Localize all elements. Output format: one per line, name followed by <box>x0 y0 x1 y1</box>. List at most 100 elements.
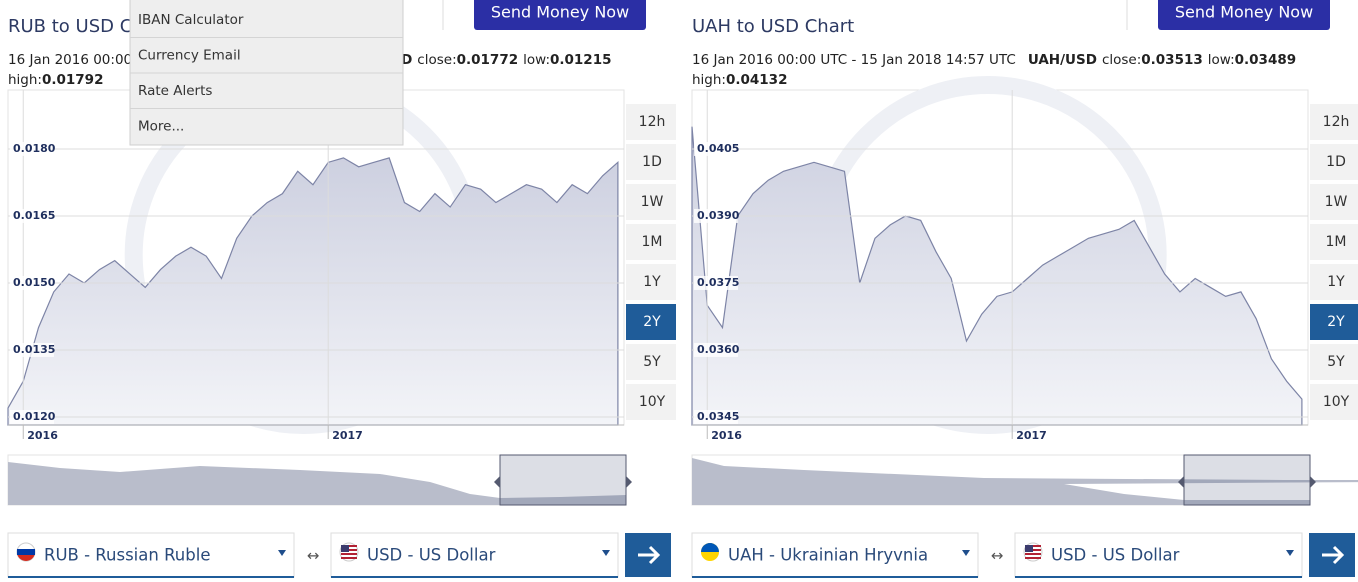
range-button[interactable]: 12h <box>626 104 676 140</box>
navigator-handle[interactable] <box>1310 476 1316 488</box>
button-bg <box>626 224 676 260</box>
button-label: 5Y <box>1327 354 1345 370</box>
tick-label-bg <box>10 141 54 156</box>
flag <box>1025 553 1041 555</box>
button-bg <box>626 144 676 180</box>
tick-label-bg <box>10 208 54 223</box>
swap-icon[interactable]: ↔ <box>991 547 1004 565</box>
currency-select[interactable]: USD - US Dollar <box>1014 532 1303 578</box>
range-button[interactable]: 12h <box>1310 104 1358 140</box>
x-tick-label: 2017 <box>1016 429 1047 442</box>
menu-item[interactable]: IBAN Calculator <box>138 12 244 28</box>
select-label: RUB - Russian Ruble <box>44 546 210 565</box>
rate-info: high:0.01792 <box>8 72 103 88</box>
range-button[interactable]: 10Y <box>626 384 676 420</box>
button-bg <box>626 384 676 420</box>
range-button[interactable]: 1W <box>1310 184 1358 220</box>
range-button[interactable]: 1Y <box>626 264 676 300</box>
navigator-window[interactable] <box>499 454 627 506</box>
button-label: 12h <box>1323 114 1350 130</box>
tick-label-bg <box>694 409 738 424</box>
button-bg <box>626 344 676 380</box>
button-label: 1W <box>641 194 664 210</box>
low-label: low: <box>1208 52 1235 68</box>
dropdown-caret <box>602 550 610 556</box>
flag <box>17 549 35 555</box>
range-button[interactable]: 2Y <box>626 304 676 340</box>
send-money-button[interactable]: Send Money Now <box>1158 0 1330 30</box>
rate-info: high:0.04132 <box>692 72 787 88</box>
button-label: 10Y <box>1323 394 1350 410</box>
currency-select[interactable]: RUB - Russian Ruble <box>7 532 295 578</box>
button-bg <box>1310 384 1358 420</box>
flag <box>341 553 357 555</box>
dropdown-caret <box>962 550 970 556</box>
tick-label-bg <box>10 342 54 357</box>
convert-button[interactable] <box>1309 533 1355 577</box>
convert-button[interactable] <box>625 533 671 577</box>
button-bg <box>1310 104 1358 140</box>
y-tick-label: 0.0375 <box>697 276 739 289</box>
button-label: 5Y <box>643 354 661 370</box>
select-bg <box>1014 532 1303 578</box>
button-bg <box>626 264 676 300</box>
button-label: 10Y <box>639 394 666 410</box>
button-bg <box>626 304 676 340</box>
range-button[interactable]: 5Y <box>626 344 676 380</box>
tick-label-bg <box>10 275 54 290</box>
x-tick-label: 2016 <box>27 429 58 442</box>
select-label: USD - US Dollar <box>367 546 496 565</box>
menu-item[interactable]: Currency Email <box>138 48 241 64</box>
select-label: UAH - Ukrainian Hryvnia <box>728 546 928 565</box>
range-button[interactable]: 1W <box>626 184 676 220</box>
button-bg <box>1158 0 1330 30</box>
range-button[interactable]: 10Y <box>1310 384 1358 420</box>
range-button[interactable]: 1D <box>1310 144 1358 180</box>
navigator-handle[interactable] <box>494 476 500 488</box>
range-button[interactable]: 1Y <box>1310 264 1358 300</box>
high-value: 0.01792 <box>42 72 104 88</box>
flag <box>341 545 349 552</box>
range-button[interactable]: 1M <box>1310 224 1358 260</box>
menu-item[interactable]: More... <box>138 119 184 135</box>
range-button[interactable]: 2Y <box>1310 304 1358 340</box>
button-bg <box>1310 184 1358 220</box>
chart-title: RUB to USD Chart <box>8 16 169 37</box>
range-button[interactable]: 5Y <box>1310 344 1358 380</box>
button-bg <box>474 0 646 30</box>
tick-label-bg <box>694 141 738 156</box>
button-label: 1Y <box>1327 274 1345 290</box>
button-label: Send Money Now <box>1175 3 1313 22</box>
button-label: 1W <box>1325 194 1348 210</box>
select-bg <box>7 532 295 578</box>
swap-icon[interactable]: ↔ <box>307 547 320 565</box>
button-label: Send Money Now <box>491 3 629 22</box>
close-label: close: <box>1102 52 1141 68</box>
button-bg <box>1310 304 1358 340</box>
rate-area <box>7 157 619 426</box>
navigator-handle[interactable] <box>1178 476 1184 488</box>
button-bg <box>1310 264 1358 300</box>
y-tick-label: 0.0405 <box>697 142 739 155</box>
tick-label-bg <box>694 342 738 357</box>
currency-select[interactable]: USD - US Dollar <box>330 532 619 578</box>
range-button[interactable]: 1M <box>626 224 676 260</box>
button-bg <box>1310 224 1358 260</box>
menu-item[interactable]: Rate Alerts <box>138 83 212 99</box>
date-range: 16 Jan 2016 00:00 UTC - 15 Jan 2018 14:5… <box>692 52 1016 68</box>
navigator-handle[interactable] <box>626 476 632 488</box>
dropdown-caret <box>1286 550 1294 556</box>
close-label: close: <box>417 52 456 68</box>
dropdown-caret <box>278 550 286 556</box>
y-tick-label: 0.0180 <box>13 142 56 155</box>
send-money-button[interactable]: Send Money Now <box>474 0 646 30</box>
range-button[interactable]: 1D <box>626 144 676 180</box>
chart-title: UAH to USD Chart <box>692 16 854 37</box>
y-tick-label: 0.0390 <box>697 209 740 222</box>
select-bg <box>691 532 979 578</box>
button-bg <box>626 104 676 140</box>
currency-select[interactable]: UAH - Ukrainian Hryvnia <box>691 532 979 578</box>
button-bg <box>1310 344 1358 380</box>
navigator-window[interactable] <box>1183 454 1311 506</box>
